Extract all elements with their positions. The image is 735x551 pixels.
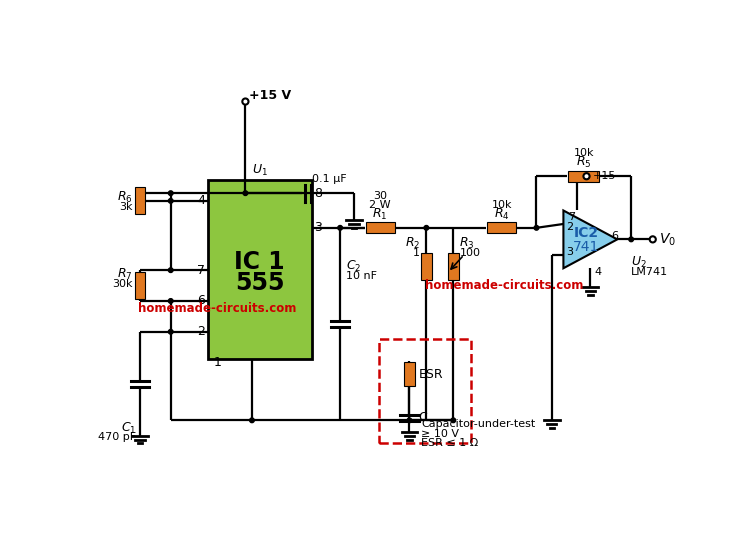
- Text: 0.1 μF: 0.1 μF: [312, 174, 346, 185]
- Text: 6: 6: [198, 294, 205, 307]
- Bar: [487, 223, 517, 233]
- Circle shape: [629, 237, 634, 242]
- Circle shape: [168, 198, 173, 203]
- Bar: [568, 171, 599, 182]
- Text: homemade-circuits.com: homemade-circuits.com: [137, 302, 296, 315]
- Text: ESR: ESR: [419, 368, 443, 381]
- Text: 30k: 30k: [112, 279, 132, 289]
- Text: $U_2$: $U_2$: [631, 255, 647, 270]
- Text: $C_1$: $C_1$: [121, 420, 136, 436]
- Text: 8: 8: [314, 187, 322, 199]
- Text: 1: 1: [214, 356, 222, 369]
- Text: $U_1$: $U_1$: [251, 163, 268, 179]
- Polygon shape: [564, 210, 617, 268]
- Text: C: C: [419, 410, 427, 424]
- Text: 3k: 3k: [119, 202, 132, 212]
- Circle shape: [168, 268, 173, 273]
- Text: $R_3$: $R_3$: [459, 236, 475, 251]
- Text: 2 W: 2 W: [370, 199, 391, 210]
- Circle shape: [407, 418, 412, 423]
- Bar: [208, 180, 312, 359]
- Text: 100: 100: [459, 249, 481, 258]
- Text: $R_5$: $R_5$: [576, 155, 592, 170]
- Text: 2: 2: [198, 325, 205, 338]
- Text: 7: 7: [198, 264, 205, 277]
- Text: 10k: 10k: [573, 148, 594, 158]
- Bar: [404, 362, 415, 386]
- Text: 7: 7: [568, 212, 575, 222]
- Text: IC2: IC2: [574, 226, 599, 240]
- Bar: [421, 253, 431, 280]
- Circle shape: [584, 173, 589, 179]
- Text: 10k: 10k: [492, 199, 512, 210]
- Circle shape: [250, 418, 254, 423]
- Text: 30: 30: [373, 191, 387, 201]
- Text: 555: 555: [235, 271, 284, 295]
- Text: 6: 6: [612, 231, 618, 241]
- Text: 10 nF: 10 nF: [346, 271, 377, 282]
- Text: ≥ 10 V: ≥ 10 V: [421, 429, 459, 439]
- Text: Capacitor-under-test: Capacitor-under-test: [421, 419, 535, 429]
- Text: +15: +15: [592, 171, 616, 181]
- Text: $C_2$: $C_2$: [346, 259, 362, 274]
- Text: $R_7$: $R_7$: [117, 267, 132, 282]
- Text: +15 V: +15 V: [249, 89, 291, 102]
- Text: $R_4$: $R_4$: [494, 207, 509, 222]
- Text: 2: 2: [567, 222, 573, 232]
- Text: $V_0$: $V_0$: [659, 231, 676, 247]
- Circle shape: [534, 225, 539, 230]
- Circle shape: [243, 191, 248, 196]
- Circle shape: [424, 225, 429, 230]
- Circle shape: [338, 225, 343, 230]
- Text: homemade-circuits.com: homemade-circuits.com: [425, 279, 583, 292]
- Bar: [379, 339, 471, 444]
- Text: $R_6$: $R_6$: [117, 190, 132, 204]
- Text: ESR ≤ 1 Ω: ESR ≤ 1 Ω: [421, 439, 478, 449]
- Text: 470 pF: 470 pF: [98, 433, 136, 442]
- Text: IC 1: IC 1: [234, 250, 285, 274]
- Text: $R_2$: $R_2$: [405, 236, 420, 251]
- Bar: [448, 253, 459, 280]
- Text: 3: 3: [314, 222, 322, 234]
- Text: 3: 3: [567, 247, 573, 257]
- Circle shape: [650, 236, 656, 242]
- Circle shape: [168, 191, 173, 196]
- Text: LM741: LM741: [631, 267, 668, 278]
- Text: 4: 4: [198, 195, 205, 207]
- Bar: [135, 272, 146, 299]
- Bar: [135, 187, 146, 214]
- Circle shape: [451, 418, 456, 423]
- Text: 741: 741: [573, 240, 600, 254]
- Text: 1: 1: [413, 249, 420, 258]
- Text: $R_1$: $R_1$: [373, 207, 388, 222]
- Text: 4: 4: [594, 267, 601, 277]
- Circle shape: [168, 299, 173, 303]
- Circle shape: [243, 99, 248, 105]
- Circle shape: [168, 329, 173, 334]
- Bar: [365, 223, 395, 233]
